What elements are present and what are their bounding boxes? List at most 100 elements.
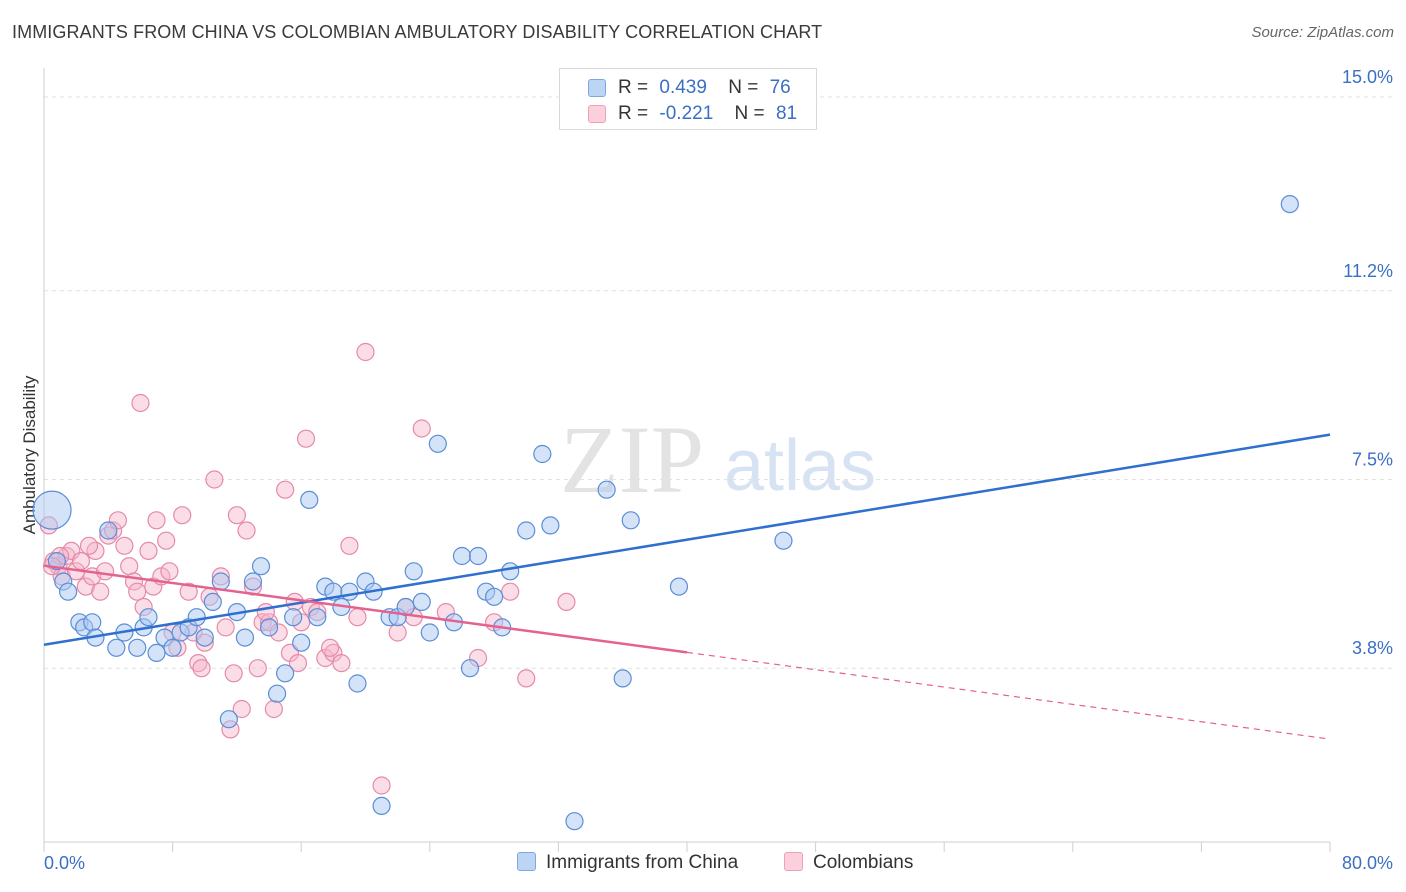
china-point — [32, 490, 72, 530]
china-point — [59, 582, 78, 601]
y-tick-label: 7.5% — [1352, 450, 1393, 470]
china-point — [83, 613, 102, 632]
china-point — [613, 669, 632, 688]
colombian-point — [157, 531, 176, 550]
legend-item-colombians[interactable]: Colombians — [784, 852, 913, 874]
china-point — [276, 664, 295, 683]
y-tick-label: 15.0% — [1342, 67, 1393, 87]
china-point — [243, 572, 263, 591]
colombian-point — [356, 342, 375, 362]
stats-legend: R = 0.439 N = 76 R = -0.221 N = 81 — [559, 68, 817, 130]
china-point — [404, 562, 423, 581]
china-point — [428, 434, 447, 453]
china-point — [147, 643, 166, 663]
china-point — [501, 562, 520, 581]
china-point — [219, 710, 238, 729]
colombian-point — [91, 582, 110, 601]
y-tick-label: 3.8% — [1352, 638, 1393, 658]
china-point — [485, 587, 504, 606]
colombian-point — [372, 776, 391, 795]
china-point — [621, 511, 640, 530]
colombian-point — [120, 557, 139, 576]
colombian-point — [412, 419, 431, 438]
colombian-point — [189, 653, 208, 673]
colombian-point — [79, 536, 99, 555]
r-label: R = — [618, 103, 649, 124]
colombian-point — [76, 577, 95, 596]
legend-swatch-colombians — [588, 105, 606, 123]
china-point — [259, 618, 279, 637]
china-point — [774, 531, 793, 550]
colombian-point — [388, 623, 407, 642]
china-point — [163, 638, 182, 657]
colombian-trend-extension — [686, 651, 1331, 740]
china-point — [452, 546, 472, 566]
n-value-colombians: 81 — [775, 103, 798, 124]
colombian-point — [237, 521, 256, 540]
colombian-point — [264, 699, 283, 719]
chart-title: IMMIGRANTS FROM CHINA VS COLOMBIAN AMBUL… — [12, 22, 823, 42]
china-point — [235, 628, 255, 647]
colombian-point — [288, 653, 308, 673]
legend-swatch-china-bottom — [517, 852, 536, 871]
china-point — [1280, 195, 1299, 214]
colombian-point — [276, 480, 295, 499]
china-point — [372, 796, 391, 816]
china-point — [412, 592, 431, 612]
n-label: N = — [728, 77, 759, 98]
legend-swatch-china — [588, 79, 606, 97]
colombian-point — [296, 429, 316, 448]
colombian-point — [173, 506, 192, 525]
x-tick-max: 80.0% — [1341, 853, 1393, 873]
colombian-point — [205, 470, 224, 489]
colombian-point — [95, 562, 115, 581]
legend-text-colombians: R = -0.221 N = 81 — [618, 103, 797, 125]
legend-swatch-colombians-bottom — [784, 852, 803, 871]
legend-label-china: Immigrants from China — [546, 852, 739, 873]
source-label: Source: ZipAtlas.com — [1251, 24, 1394, 41]
colombian-point — [139, 541, 158, 561]
legend-label-colombians: Colombians — [813, 852, 914, 873]
china-point — [300, 490, 319, 509]
china-point — [99, 521, 118, 540]
china-point — [348, 674, 367, 693]
china-point — [139, 608, 158, 627]
legend-item-china[interactable]: Immigrants from China — [517, 852, 738, 874]
n-value-china: 76 — [769, 77, 791, 98]
china-point — [211, 572, 230, 591]
colombian-point — [216, 618, 235, 637]
china-point — [468, 546, 488, 566]
china-point — [203, 592, 222, 612]
watermark-atlas: atlas — [724, 426, 876, 506]
china-point — [420, 623, 439, 642]
colombian-point — [224, 664, 243, 683]
colombian-point — [232, 699, 251, 719]
china-point — [251, 557, 271, 576]
china-point — [460, 659, 480, 678]
china-point — [340, 582, 359, 601]
colombian-trend-line — [43, 564, 688, 654]
colombian-point — [517, 669, 536, 688]
n-label: N = — [734, 103, 765, 124]
r-value-colombians: -0.221 — [659, 103, 714, 124]
colombian-point — [128, 582, 147, 601]
china-point — [565, 812, 584, 831]
colombian-point — [501, 582, 520, 601]
colombian-point — [192, 659, 211, 678]
colombian-point — [348, 608, 367, 627]
y-tick-label: 11.2% — [1343, 261, 1393, 281]
china-trend-line — [43, 433, 1331, 646]
colombian-point — [227, 506, 246, 525]
colombian-point — [340, 536, 359, 555]
china-point — [267, 684, 287, 703]
china-point — [669, 577, 689, 596]
colombian-point — [256, 602, 275, 622]
r-label: R = — [618, 77, 649, 98]
china-point — [517, 521, 536, 540]
colombian-point — [557, 592, 576, 612]
colombian-point — [160, 562, 179, 581]
legend-text-china: R = 0.439 N = 76 — [618, 77, 791, 99]
x-tick-min: 0.0% — [44, 853, 86, 873]
colombian-point — [248, 659, 267, 678]
